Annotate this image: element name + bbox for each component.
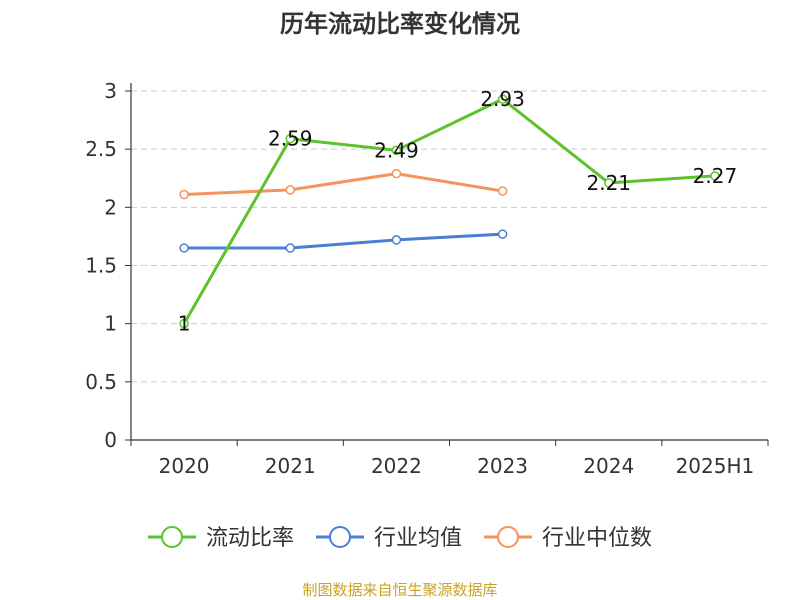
x-tick-label: 2022 bbox=[371, 454, 422, 478]
legend: 流动比率 行业均值 行业中位数 bbox=[148, 526, 652, 551]
x-tick-label: 2021 bbox=[265, 454, 316, 478]
source-note: 制图数据来自恒生聚源数据库 bbox=[302, 581, 497, 599]
x-tick-label: 2024 bbox=[583, 454, 634, 478]
data-point bbox=[285, 243, 295, 253]
series-layer bbox=[179, 94, 720, 329]
data-label: 2.59 bbox=[268, 127, 313, 151]
data-point bbox=[710, 171, 720, 181]
axis-layer: 0 0.5 1 1.5 2 2.5 3 2020 2021 2022 2023 2024 2025H1 bbox=[85, 79, 769, 478]
legend-marker bbox=[329, 526, 351, 548]
x-tick-label: 2025H1 bbox=[676, 454, 755, 478]
series-line bbox=[182, 97, 716, 325]
legend-label: 行业均值 bbox=[374, 526, 462, 551]
data-point bbox=[604, 178, 614, 188]
y-tick-label: 0 bbox=[104, 428, 117, 452]
legend-marker bbox=[497, 526, 519, 548]
data-point bbox=[391, 145, 402, 156]
data-point bbox=[179, 189, 189, 200]
series-line bbox=[184, 232, 503, 250]
legend-marker bbox=[161, 526, 183, 548]
data-label: 2.93 bbox=[480, 87, 525, 111]
data-point bbox=[497, 186, 508, 196]
data-label: 1 bbox=[178, 312, 191, 336]
data-point bbox=[285, 133, 295, 144]
y-tick-label: 1.5 bbox=[85, 254, 117, 278]
y-tick-label: 2.5 bbox=[85, 137, 117, 161]
data-label: 2.49 bbox=[374, 138, 419, 162]
legend-label: 流动比率 bbox=[206, 526, 294, 551]
data-point bbox=[179, 318, 189, 329]
x-tick-label: 2023 bbox=[477, 454, 528, 478]
data-label: 2.27 bbox=[693, 164, 738, 188]
label-layer: 1 2.59 2.49 2.93 2.21 2.27 bbox=[178, 87, 737, 336]
data-label: 2.21 bbox=[586, 171, 631, 195]
data-point bbox=[497, 94, 508, 104]
data-point bbox=[391, 168, 402, 179]
y-tick-label: 0.5 bbox=[85, 370, 117, 394]
y-tick-label: 3 bbox=[104, 79, 117, 103]
data-point bbox=[285, 185, 295, 195]
data-point bbox=[391, 235, 402, 245]
x-tick-label: 2020 bbox=[159, 454, 210, 478]
data-point bbox=[497, 229, 508, 239]
legend-label: 行业中位数 bbox=[542, 526, 652, 551]
y-tick-label: 1 bbox=[104, 312, 117, 336]
grid-layer bbox=[131, 90, 768, 383]
y-tick-label: 2 bbox=[104, 195, 117, 219]
data-point bbox=[179, 243, 189, 253]
chart-title: 历年流动比率变化情况 bbox=[280, 10, 520, 38]
series-line bbox=[184, 172, 503, 197]
